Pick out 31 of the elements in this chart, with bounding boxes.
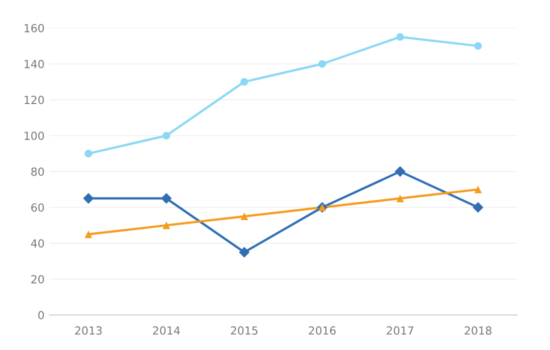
y-tick-label: 160 <box>24 24 44 32</box>
point <box>84 230 92 238</box>
y-tick-label: 0 <box>38 310 44 320</box>
x-tick-label: 2015 <box>230 326 258 335</box>
point <box>84 150 92 158</box>
point <box>162 222 170 230</box>
point <box>474 186 482 194</box>
y-tick-label: 40 <box>31 239 44 248</box>
point <box>240 78 248 86</box>
y-tick-label: 60 <box>31 203 44 212</box>
y-tick-label: 80 <box>31 167 44 176</box>
x-tick-label: 2016 <box>308 326 336 335</box>
y-tick-label: 100 <box>24 132 44 140</box>
point <box>396 194 404 202</box>
point <box>396 33 404 41</box>
point <box>394 166 406 177</box>
y-tick-label: 140 <box>24 60 44 68</box>
y-tick-label: 120 <box>24 96 44 104</box>
point <box>240 212 248 220</box>
x-tick-label: 2018 <box>464 326 492 335</box>
point <box>238 246 250 258</box>
y-tick-label: 20 <box>31 275 44 284</box>
point <box>83 193 94 204</box>
x-tick-label: 2017 <box>386 326 414 335</box>
point <box>160 193 172 204</box>
x-tick-label: 2013 <box>75 326 102 335</box>
point <box>472 202 484 213</box>
point <box>474 42 482 50</box>
x-tick-label: 2014 <box>153 326 180 335</box>
point <box>162 132 170 140</box>
point <box>318 60 326 68</box>
